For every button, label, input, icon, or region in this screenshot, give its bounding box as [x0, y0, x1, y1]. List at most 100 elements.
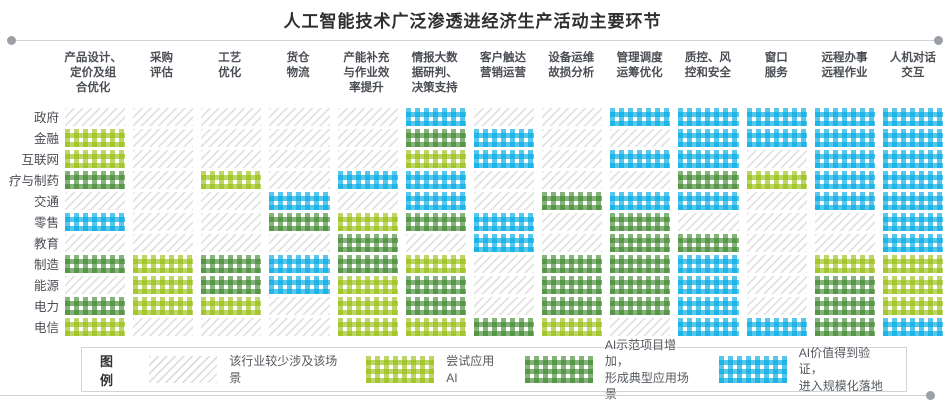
heatmap-cell-r5-c12 — [814, 192, 875, 210]
heatmap-cell-r8-c2 — [133, 255, 194, 273]
heatmap-cell-r8-c6 — [405, 255, 466, 273]
heatmap-cell-r10-c3 — [201, 297, 262, 315]
heatmap-cell-r11-c9 — [610, 318, 671, 336]
heatmap-cell-r9-c11 — [746, 276, 807, 294]
heatmap-cell-r4-c3 — [201, 171, 262, 189]
heatmap-cell-r4-c11 — [746, 171, 807, 189]
heatmap-cell-r2-c11 — [746, 129, 807, 147]
heatmap-cell-r3-c5 — [337, 150, 398, 168]
legend-item-label: AI示范项目增加， 形成典型应用场景 — [604, 338, 689, 400]
heatmap-cell-r4-c4 — [269, 171, 330, 189]
heatmap-cell-r2-c5 — [337, 129, 398, 147]
bottom-line-right-dot — [926, 391, 935, 400]
heatmap-cell-r7-c4 — [269, 234, 330, 252]
heatmap-cell-r3-c1 — [65, 150, 126, 168]
column-headers: 产品设计、 定价及组 合优化 采购 评估 工艺 优化 货仓 物流 产能补充 与作业效 率… — [63, 51, 943, 97]
heatmap-cell-r1-c2 — [133, 108, 194, 126]
heatmap-cell-r7-c3 — [201, 234, 262, 252]
heatmap-cell-r11-c1 — [65, 318, 126, 336]
heatmap-cell-r7-c1 — [65, 234, 126, 252]
heatmap-cell-r8-c1 — [65, 255, 126, 273]
heatmap-cell-r11-c8 — [542, 318, 603, 336]
heatmap-cell-r1-c12 — [814, 108, 875, 126]
heatmap-cell-r6-c13 — [882, 213, 943, 231]
heatmap-cell-r5-c5 — [337, 192, 398, 210]
heatmap-cell-r10-c1 — [65, 297, 126, 315]
heatmap-cell-r1-c7 — [473, 108, 535, 126]
heatmap-cell-r9-c6 — [405, 276, 466, 294]
heatmap-cell-r2-c6 — [405, 129, 466, 147]
heatmap-cell-r8-c3 — [201, 255, 262, 273]
heatmap-cell-r5-c4 — [269, 192, 330, 210]
legend-item-2: 尝试应用AI — [366, 353, 501, 385]
heatmap-cell-r9-c5 — [337, 276, 398, 294]
heatmap-cell-r11-c2 — [133, 318, 194, 336]
heatmap-cell-r3-c7 — [473, 150, 535, 168]
row-label-4: 疗与制药 — [8, 174, 59, 188]
column-header-1: 产品设计、 定价及组 合优化 — [64, 52, 122, 95]
column-header-8: 设备运维 故损分析 — [548, 52, 595, 80]
heatmap-cell-r11-c10 — [678, 318, 739, 336]
heatmap-cell-r11-c11 — [746, 318, 807, 336]
heatmap-cell-r8-c12 — [814, 255, 875, 273]
heatmap-cell-r6-c1 — [65, 213, 126, 231]
heatmap-cell-r10-c7 — [473, 297, 535, 315]
heatmap-cell-r2-c13 — [882, 129, 943, 147]
heatmap-cell-r2-c3 — [201, 129, 262, 147]
heatmap-cell-r3-c10 — [678, 150, 739, 168]
heatmap-cell-r10-c13 — [882, 297, 943, 315]
legend-item-1: 该行业较少涉及该场景 — [149, 353, 342, 385]
heatmap-cell-r9-c12 — [814, 276, 875, 294]
heatmap-cell-r2-c10 — [678, 129, 739, 147]
heatmap-cell-r1-c11 — [746, 108, 807, 126]
heatmap-cell-r3-c4 — [269, 150, 330, 168]
column-header-11: 窗口 服务 — [764, 52, 788, 80]
heatmap-cell-r9-c8 — [542, 276, 603, 294]
column-header-12: 远程办事 远程作业 — [821, 52, 868, 80]
heatmap-cell-r9-c4 — [269, 276, 330, 294]
heatmap-cell-r9-c7 — [473, 276, 535, 294]
heatmap-cell-r2-c8 — [542, 129, 603, 147]
heatmap-cell-r5-c6 — [405, 192, 466, 210]
row-labels: 政府 金融 互联网 疗与制药 交通 零售 教育 制造 能源 电力 电信 — [0, 108, 59, 339]
heatmap-cell-r5-c9 — [610, 192, 671, 210]
heatmap-cell-r6-c3 — [201, 213, 262, 231]
heatmap-grid — [65, 108, 943, 336]
heatmap-cell-r6-c6 — [405, 213, 466, 231]
heatmap-cell-r8-c13 — [882, 255, 943, 273]
legend-item-label: 尝试应用AI — [446, 354, 495, 385]
heatmap-cell-r10-c4 — [269, 297, 330, 315]
heatmap-cell-r1-c13 — [882, 108, 943, 126]
heatmap-cell-r11-c4 — [269, 318, 330, 336]
heatmap-cell-r9-c10 — [678, 276, 739, 294]
row-label-7: 教育 — [33, 237, 59, 251]
column-header-6: 情报大数 据研判、 决策支持 — [411, 52, 458, 95]
heatmap-cell-r2-c4 — [269, 129, 330, 147]
column-header-2: 采购 评估 — [149, 52, 173, 80]
page-title: 人工智能技术广泛渗透进经济生产活动主要环节 — [283, 12, 662, 31]
heatmap-cell-r11-c3 — [201, 318, 262, 336]
legend-item-label: AI价值得到验证， 进入规模化落地 — [798, 346, 883, 393]
heatmap-cell-r7-c7 — [473, 234, 535, 252]
heatmap-cell-r1-c8 — [542, 108, 603, 126]
legend-swatch-level-3 — [718, 356, 787, 383]
column-header-7: 客户触达 营销运营 — [479, 52, 526, 80]
heatmap-cell-r11-c5 — [337, 318, 398, 336]
heatmap-cell-r4-c13 — [882, 171, 943, 189]
top-line-right-dot — [934, 36, 943, 45]
heatmap-cell-r11-c12 — [814, 318, 875, 336]
heatmap-cell-r10-c9 — [610, 297, 671, 315]
heatmap-cell-r5-c7 — [473, 192, 535, 210]
heatmap-cell-r8-c8 — [542, 255, 603, 273]
heatmap-cell-r6-c8 — [542, 213, 603, 231]
heatmap-cell-r3-c13 — [882, 150, 943, 168]
heatmap-cell-r8-c11 — [746, 255, 807, 273]
column-header-10: 质控、风 控和安全 — [684, 52, 731, 80]
legend-item-3: AI示范项目增加， 形成典型应用场景 — [524, 337, 695, 400]
heatmap-cell-r3-c9 — [610, 150, 671, 168]
row-label-5: 交通 — [33, 195, 59, 209]
heatmap-cell-r9-c2 — [133, 276, 194, 294]
legend: 图例 该行业较少涉及该场景 尝试应用AI AI示范项目增加， 形成典型应用场景 AI价… — [81, 338, 907, 400]
legend-swatch-level-2 — [524, 356, 593, 383]
column-header-5: 产能补充 与作业效 率提升 — [343, 52, 390, 95]
